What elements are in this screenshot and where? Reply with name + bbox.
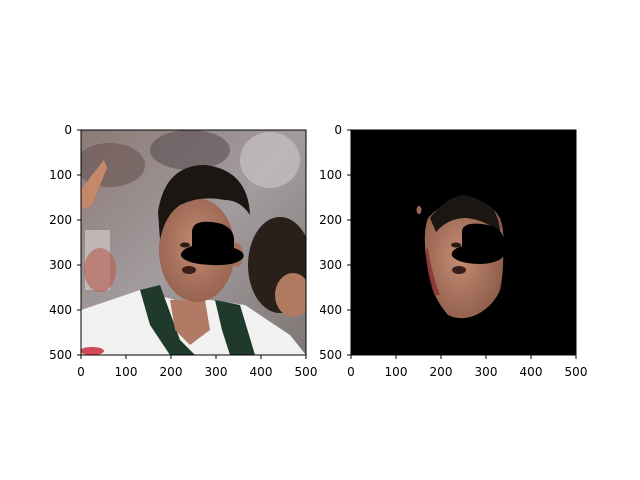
right-xtick-label: 400: [520, 365, 543, 379]
right-xtick-label: 0: [347, 365, 355, 379]
right-ytick-label: 300: [320, 258, 342, 272]
left-xtick-label: 100: [115, 365, 138, 379]
right-ytick-label: 0: [334, 123, 342, 137]
left-y-ticks: 0 100 200 300 400 500: [49, 123, 81, 362]
right-xtick-label: 500: [565, 365, 588, 379]
right-y-ticks: 0 100 200 300 400 500: [320, 123, 351, 362]
left-ytick-label: 300: [49, 258, 72, 272]
mask-content: [351, 130, 576, 355]
photo-content: [81, 130, 306, 355]
left-image-panel: 0 100 200 300 400 500 0 100 200 300 400 …: [49, 123, 317, 379]
left-ytick-label: 0: [64, 123, 72, 137]
right-ytick-label: 400: [320, 303, 342, 317]
right-image-panel: 0 100 200 300 400 500 0 100 200 300 400 …: [320, 123, 587, 379]
left-ytick-label: 400: [49, 303, 72, 317]
left-axes-frame: [80, 129, 307, 356]
left-xtick-label: 0: [77, 365, 85, 379]
left-ytick-label: 200: [49, 213, 72, 227]
right-x-ticks: 0 100 200 300 400 500: [347, 355, 587, 379]
right-ytick-label: 200: [320, 213, 342, 227]
right-xtick-label: 200: [430, 365, 453, 379]
right-xtick-label: 100: [385, 365, 408, 379]
left-xtick-label: 300: [205, 365, 228, 379]
right-ytick-label: 100: [320, 168, 342, 182]
right-xtick-label: 300: [475, 365, 498, 379]
left-xtick-label: 200: [160, 365, 183, 379]
left-xtick-label: 400: [250, 365, 273, 379]
left-ytick-label: 500: [49, 348, 72, 362]
left-ytick-label: 100: [49, 168, 72, 182]
left-xtick-label: 500: [295, 365, 318, 379]
right-ytick-label: 500: [320, 348, 342, 362]
right-axes-frame: [350, 129, 577, 356]
left-x-ticks: 0 100 200 300 400 500: [77, 355, 317, 379]
